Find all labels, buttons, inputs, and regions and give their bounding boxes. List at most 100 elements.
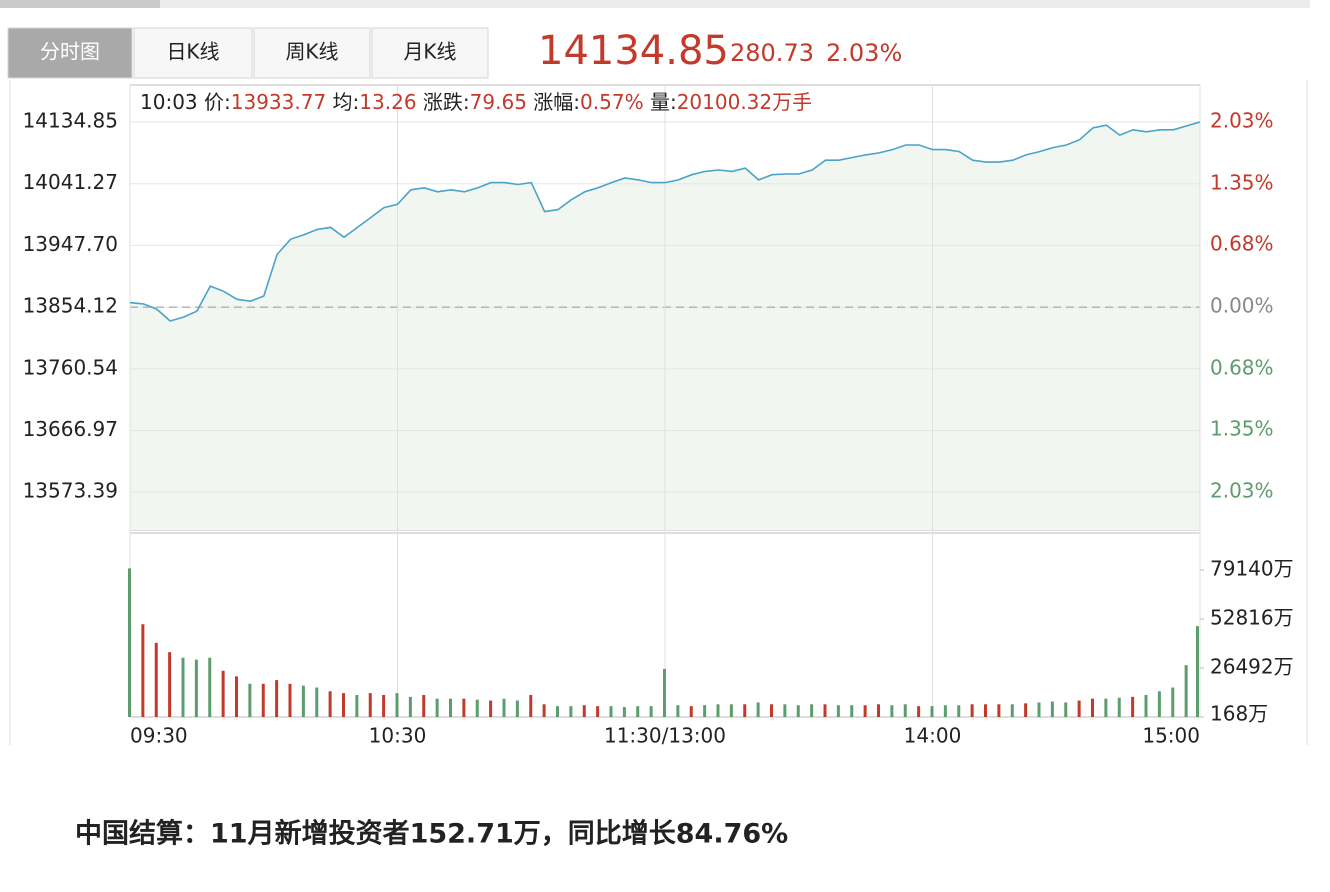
volume-bar [261,683,265,717]
volume-bar [582,705,586,717]
volume-bar [449,698,452,717]
tab-bar: 分时图 日K线 周K线 月K线 [7,27,489,79]
info-value: 13.26 [359,90,416,114]
tab[interactable]: 周K线 [253,27,371,79]
volume-bar [422,694,426,717]
volume-bar [823,704,827,717]
volume-bar [622,707,626,717]
info-value: 79.65 [470,90,527,114]
price-line [129,121,1201,322]
y-tick-label: 13760.54 [23,355,118,379]
headline: 中国结算：11月新增投资者152.71万，同比增长84.76% [75,818,788,850]
volume-bar [917,706,921,717]
volume-bar [689,706,693,717]
volume-tick-label: 52816万 [1210,606,1294,630]
y-tick-label: 13854.12 [23,294,118,318]
volume-bar [315,687,319,717]
volume-bar [529,694,533,717]
volume-bar [1050,701,1054,717]
volume-bar [168,652,172,717]
volume-bar [596,706,600,717]
volume-bar [328,691,332,717]
volume-bar [877,704,880,717]
y-tick-label: 13666.97 [23,417,118,441]
volume-bar [235,676,238,717]
volume-bar [515,700,519,717]
volume-bar [703,705,707,717]
quote-price: 14134.85 [538,28,729,74]
y2-tick-label: 1.35% [1210,170,1274,194]
volume-bar [221,670,225,717]
volume-bar [663,668,666,717]
info-label: 均: [333,90,360,114]
volume-bar [636,706,640,717]
volume-bar [1037,702,1041,717]
volume-bar [930,706,934,717]
volume-bar [890,705,894,717]
y2-tick-label: 0.00% [1210,293,1274,317]
volume-bar [649,706,653,717]
info-label: 涨幅: [533,90,580,114]
top-bar [0,0,1310,8]
volume-bar [1010,704,1014,717]
tab-label: 日K线 [166,40,219,64]
volume-bar [248,683,252,717]
volume-bar [342,693,345,717]
volume-bar [395,693,399,717]
volume-tick-label: 26492万 [1210,655,1294,679]
quote-change-pct: 2.03% [826,39,902,67]
volume-bar [957,705,961,717]
y-tick-label: 14041.27 [23,170,118,194]
volume-bar [716,704,720,717]
volume-bar [288,683,292,717]
volume-bar [355,694,359,717]
volume-bar [208,657,212,717]
volume-bar [462,698,466,717]
tab-bg [7,27,133,79]
info-time: 10:03 [140,90,198,114]
info-value: 13933.77 [231,90,326,114]
volume-bar [569,706,573,717]
volume-bar [1184,665,1188,717]
volume-bar [408,696,412,717]
volume-bar [836,705,840,717]
x-tick-label: 14:00 [904,724,962,748]
volume-bar [810,704,814,717]
x-tick-label: 11:30/13:00 [604,724,726,748]
volume-bar [729,704,733,717]
volume-bar [1171,687,1175,717]
volume-bar [1144,694,1148,717]
y2-tick-label: 2.03% [1210,108,1274,132]
y-tick-label: 13573.39 [23,479,118,503]
x-tick-label: 15:00 [1142,724,1200,748]
volume-bar [1091,698,1094,717]
volume-bar [970,704,974,717]
volume-bar [1064,702,1068,717]
volume-bar [542,704,546,717]
volume-bar [770,704,773,717]
volume-bar [1024,703,1028,717]
volume-bar [863,705,867,717]
tab[interactable]: 日K线 [133,27,253,79]
tab-label: 分时图 [40,40,100,64]
volume-bar [181,657,185,717]
volume-bar [1077,700,1081,717]
volume-bar [850,705,854,717]
volume-bar [475,699,479,717]
volume-bar [997,704,1001,717]
tab[interactable]: 月K线 [371,27,489,79]
volume-bar [743,704,747,717]
volume-bar [796,705,800,717]
x-tick-label: 10:30 [369,724,427,748]
x-tick-label: 09:30 [130,724,188,748]
tab[interactable]: 分时图 [7,27,133,79]
volume-bar [141,624,145,717]
info-value: 0.57% [580,90,644,114]
tab-label: 月K线 [403,40,456,64]
volume-tick-label: 168万 [1210,702,1268,726]
tab-bg [253,27,371,79]
tab-bg [371,27,489,79]
